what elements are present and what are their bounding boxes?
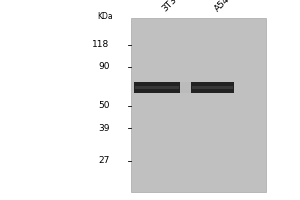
Text: 90: 90	[98, 62, 110, 71]
Text: 3T3: 3T3	[160, 0, 179, 13]
Bar	[130, 18, 266, 192]
Text: 50: 50	[98, 101, 110, 110]
Text: 39: 39	[98, 124, 110, 133]
Bar	[135, 86, 178, 89]
Text: 118: 118	[92, 40, 110, 49]
Bar	[190, 82, 234, 93]
Bar	[192, 86, 232, 89]
Text: A549: A549	[213, 0, 236, 13]
Bar	[180, 82, 190, 93]
Text: KDa: KDa	[97, 12, 112, 21]
Bar	[134, 82, 180, 93]
Text: 27: 27	[98, 156, 110, 165]
